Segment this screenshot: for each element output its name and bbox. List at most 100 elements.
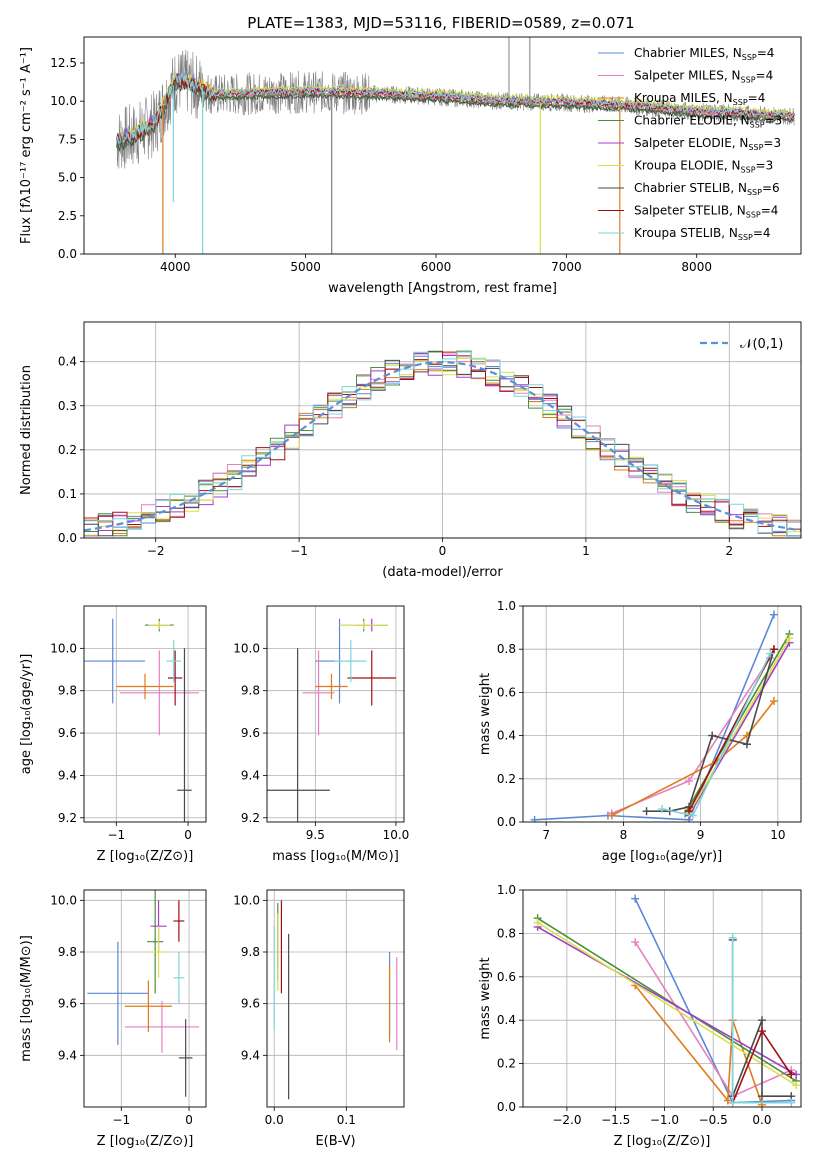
y-axis-label: mass weight — [478, 957, 493, 1039]
y-tick-label: 1.0 — [497, 599, 516, 613]
y-axis-label: mass weight — [478, 673, 493, 755]
y-tick-label: 9.6 — [58, 997, 77, 1011]
series-point-kroupa_elodie — [785, 634, 794, 643]
series-point-kroupa_elodie — [533, 918, 542, 927]
y-tick-label: 12.5 — [50, 56, 77, 70]
y-tick-label: 0.8 — [497, 926, 516, 940]
x-tick-label: −1.0 — [650, 1113, 679, 1127]
y-tick-label: 9.4 — [58, 1048, 77, 1062]
series-point-chabrier_miles — [631, 894, 640, 903]
y-tick-label: 10.0 — [233, 893, 260, 907]
y-tick-label: 9.8 — [241, 945, 260, 959]
x-axis-label: mass [log₁₀(M/M⊙)] — [272, 849, 399, 864]
y-tick-label: 9.8 — [58, 945, 77, 959]
y-tick-label: 0.0 — [58, 531, 77, 545]
y-tick-label: 9.8 — [58, 684, 77, 698]
y-tick-label: 0.2 — [497, 772, 516, 786]
axes-frame — [83, 321, 802, 539]
y-axis-label: age [log₁₀(age/yr)] — [19, 654, 34, 775]
series-point-salpeter_miles — [631, 938, 640, 947]
y-tick-label: 10.0 — [233, 641, 260, 655]
legend-label: 𝒩(0,1) — [740, 337, 783, 352]
x-tick-label: 7 — [542, 828, 550, 842]
legend-label: Kroupa ELODIE, NSSP=3 — [634, 159, 773, 175]
series-point-chabrier_miles — [769, 610, 778, 619]
y-tick-label: 9.4 — [58, 768, 77, 782]
x-tick-label: 9.5 — [306, 828, 325, 842]
x-tick-label: 0 — [184, 828, 192, 842]
y-tick-label: 9.6 — [58, 726, 77, 740]
series-line-kroupa_miles — [611, 700, 775, 817]
model-spectrum-kroupa_elodie — [116, 71, 795, 143]
series-line-salpeter_elodie — [688, 642, 791, 816]
x-tick-label: −1 — [107, 828, 125, 842]
series-point-chabrier_stelib — [757, 1092, 766, 1101]
x-axis-label: Z [log₁₀(Z/Z⊙)] — [97, 1134, 194, 1149]
y-tick-label: 10.0 — [50, 94, 77, 108]
y-tick-label: 0.2 — [58, 443, 77, 457]
x-tick-label: 0.0 — [752, 1113, 771, 1127]
x-axis-label: age [log₁₀(age/yr)] — [602, 849, 723, 864]
chart-mass-vs-z: −1 0 9.4 9.6 9.8 10.0 Z [log₁₀(Z/Z⊙)] mass [log… — [19, 889, 207, 1149]
series-line-kroupa_elodie — [537, 921, 797, 1086]
y-tick-label: 9.2 — [58, 811, 77, 825]
normal-curve — [84, 360, 801, 532]
y-tick-label: 0.4 — [497, 1013, 516, 1027]
axes-frame — [83, 605, 207, 823]
legend-label: Chabrier ELODIE, NSSP=3 — [634, 114, 782, 130]
chart-massweight-vs-z: −2.0 −1.5 −1.0 −0.5 0.0 0.0 0.2 0.4 0.6 0.8 1.0 Z [… — [478, 883, 802, 1149]
axes-frame — [522, 605, 802, 823]
chart-mass-vs-ebv: 0.0 0.1 9.4 9.6 9.8 10.0 E(B-V) — [233, 889, 405, 1149]
y-tick-label: 0.2 — [497, 1057, 516, 1071]
x-tick-label: 2 — [725, 544, 733, 558]
series-point-kroupa_miles — [769, 697, 778, 706]
series-point-kroupa_stelib — [728, 1098, 737, 1107]
legend-label: Salpeter ELODIE, NSSP=3 — [634, 136, 781, 152]
series-point-salpeter_stelib — [769, 645, 778, 654]
chart-age-vs-mass: 9.5 10.0 9.2 9.4 9.6 9.8 10.0 mass [log₁₀(M/M⊙)… — [233, 605, 409, 864]
y-tick-label: 0.0 — [58, 247, 77, 261]
y-tick-label: 10.0 — [50, 641, 77, 655]
plot-area — [523, 890, 801, 1107]
series-point-kroupa_stelib — [728, 933, 737, 942]
plot-area — [84, 322, 801, 538]
x-tick-label: 8000 — [681, 260, 712, 274]
x-tick-label: 9 — [697, 828, 705, 842]
series-point-salpeter_stelib — [685, 807, 694, 816]
plot-area — [84, 890, 206, 1107]
y-axis-label: mass [log₁₀(M/M⊙)] — [19, 935, 34, 1062]
legend: Chabrier MILES, NSSP=4 Salpeter MILES, NS… — [598, 46, 782, 242]
y-tick-label: 9.6 — [241, 997, 260, 1011]
x-tick-label: −0.5 — [699, 1113, 728, 1127]
y-tick-label: 0.8 — [497, 642, 516, 656]
series-line-chabrier_elodie — [537, 917, 797, 1082]
x-tick-label: 8 — [620, 828, 628, 842]
legend: 𝒩(0,1) — [700, 337, 783, 352]
plot-area — [84, 606, 206, 822]
x-tick-label: −2 — [147, 544, 165, 558]
legend-label: Kroupa STELIB, NSSP=4 — [634, 226, 771, 242]
series-point-kroupa_stelib — [766, 649, 775, 658]
x-tick-label: 0 — [185, 1113, 193, 1127]
legend-label: Kroupa MILES, NSSP=4 — [634, 91, 765, 107]
legend-label: Salpeter MILES, NSSP=4 — [634, 69, 773, 85]
x-tick-label: −1 — [112, 1113, 130, 1127]
axes-frame — [83, 889, 207, 1108]
series-point-kroupa_miles — [723, 1096, 732, 1105]
series-point-kroupa_miles — [607, 811, 616, 820]
series-line-kroupa_miles — [634, 984, 763, 1106]
series-point-chabrier_stelib — [708, 731, 717, 740]
y-tick-label: 9.2 — [241, 811, 260, 825]
series-point-chabrier_miles — [530, 815, 539, 822]
series-point-kroupa_stelib — [787, 1098, 796, 1107]
y-tick-label: 0.1 — [58, 487, 77, 501]
y-tick-label: 10.0 — [50, 893, 77, 907]
y-tick-label: 0.4 — [58, 355, 77, 369]
plot-area — [116, 37, 795, 254]
plot-area — [267, 890, 404, 1107]
y-axis-label: Flux [fλ10⁻¹⁷ erg cm⁻² s⁻¹ A⁻¹] — [19, 47, 34, 244]
series-point-chabrier_stelib — [642, 807, 651, 816]
axes-frame — [522, 889, 802, 1108]
axes-frame — [83, 36, 802, 255]
